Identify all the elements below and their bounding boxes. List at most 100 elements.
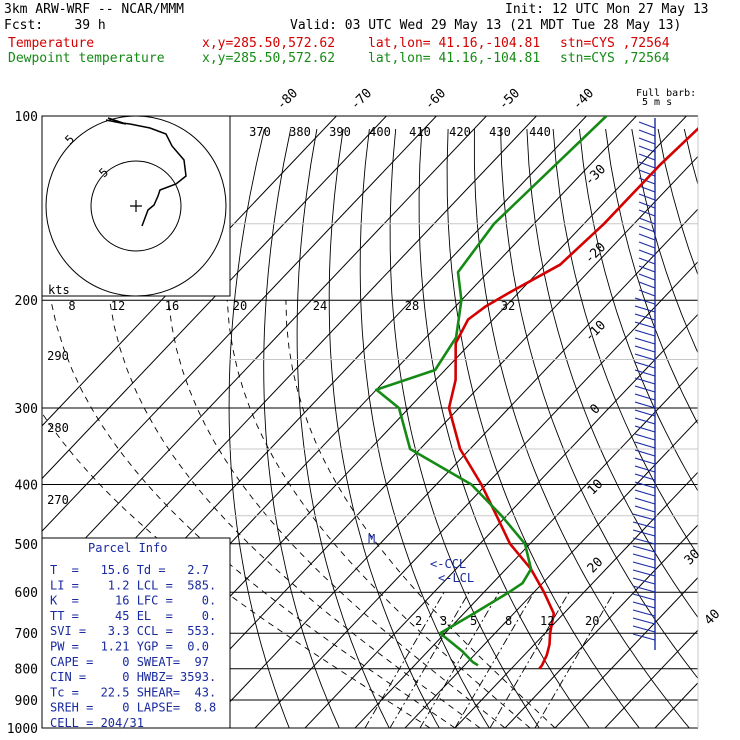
speed-label: 16 bbox=[165, 299, 179, 313]
wind-barb-icon bbox=[634, 297, 656, 305]
mixing-ratio-line bbox=[419, 592, 500, 728]
wind-barb-icon bbox=[634, 497, 656, 505]
speed-label: 8 bbox=[68, 299, 75, 313]
parcel-info-row: Tc = 22.5 SHEAR= 43. bbox=[50, 685, 216, 699]
wind-barb-icon bbox=[638, 273, 656, 281]
wind-barb-icon bbox=[632, 513, 656, 521]
legend-temperature-stn: stn=CYS ,72564 bbox=[560, 36, 670, 51]
wind-barb-icon bbox=[638, 145, 656, 153]
wind-barb-icon bbox=[634, 489, 656, 497]
pressure-label: 700 bbox=[15, 627, 38, 642]
ccl-marker: <-CCL bbox=[430, 557, 466, 571]
dry-adiabat bbox=[418, 128, 590, 728]
dry-adiabat bbox=[389, 128, 540, 728]
isotherm-line bbox=[42, 116, 338, 427]
mixing-ratio-label: 3 bbox=[440, 614, 447, 628]
isotherm-label: -60 bbox=[422, 86, 449, 113]
mixing-ratio-line bbox=[389, 592, 470, 728]
dry-adiabat bbox=[359, 128, 490, 728]
isotherm-line bbox=[304, 313, 698, 728]
wind-barb-icon bbox=[638, 153, 656, 161]
wind-barb-icon bbox=[634, 369, 656, 377]
isotherm-label: -40 bbox=[570, 86, 597, 113]
parcel-info-row: K = 16 LFC = 0. bbox=[50, 594, 216, 608]
wind-barb-icon bbox=[634, 409, 656, 417]
wind-barb-icon bbox=[632, 577, 656, 585]
mixing-ratio-line bbox=[489, 592, 570, 728]
dry-adiabat bbox=[328, 128, 440, 728]
legend-dewpoint-stn: stn=CYS ,72564 bbox=[560, 51, 670, 66]
pressure-label: 100 bbox=[15, 110, 38, 125]
pressure-label: 500 bbox=[15, 538, 38, 553]
theta-label: 420 bbox=[449, 125, 471, 139]
temperature-profile bbox=[447, 126, 698, 670]
wind-barb-icon bbox=[638, 265, 656, 273]
legend-dewpoint-label: Dewpoint temperature bbox=[8, 51, 165, 66]
wind-barb-icon bbox=[632, 529, 656, 537]
isotherm-line bbox=[354, 366, 698, 728]
wind-barb-icon bbox=[638, 169, 656, 177]
isotherm-label: 10 bbox=[585, 477, 607, 499]
mixing-ratio-label: 12 bbox=[540, 614, 554, 628]
wind-barb-icon bbox=[638, 137, 656, 145]
lcl-marker: <-LCL bbox=[438, 571, 474, 585]
dry-adiabat bbox=[605, 128, 698, 425]
valid-time: Valid: 03 UTC Wed 29 May 13 (21 MDT Tue … bbox=[290, 18, 682, 33]
isotherm-line bbox=[42, 116, 488, 585]
wind-barb-icon bbox=[634, 465, 656, 473]
legend-temperature-label: Temperature bbox=[8, 36, 95, 51]
m-marker: M bbox=[368, 532, 375, 546]
legend-dewpoint-latlon: lat,lon= 41.16,-104.81 bbox=[368, 51, 541, 66]
speed-label: 20 bbox=[233, 299, 247, 313]
mixing-ratio-label: 2 bbox=[415, 614, 422, 628]
isotherm-line bbox=[42, 116, 388, 480]
wind-barb-icon bbox=[638, 257, 656, 265]
isotherm-line bbox=[604, 629, 698, 728]
isotherm-line bbox=[204, 208, 698, 728]
pressure-label: 400 bbox=[15, 478, 38, 493]
wind-barb-icon bbox=[638, 233, 656, 241]
pressure-label: 300 bbox=[15, 402, 38, 417]
wind-barb-icon bbox=[632, 609, 656, 617]
init-time: Init: 12 UTC Mon 27 May 13 bbox=[505, 2, 709, 17]
pressure-label: 1000 bbox=[7, 722, 38, 737]
mixing-ratio-label: 5 bbox=[470, 614, 477, 628]
wind-barb-icon bbox=[634, 433, 656, 441]
wind-barb-icon bbox=[634, 329, 656, 337]
wind-barb-icon bbox=[634, 353, 656, 361]
speed-label: 32 bbox=[501, 299, 515, 313]
wind-barb-icon bbox=[634, 425, 656, 433]
theta-label: 440 bbox=[529, 125, 551, 139]
wind-barb-icon bbox=[634, 457, 656, 465]
pressure-label: 600 bbox=[15, 586, 38, 601]
isotherm-label: -30 bbox=[582, 162, 609, 189]
wind-barb-icon bbox=[638, 161, 656, 169]
legend-temperature-latlon: lat,lon= 41.16,-104.81 bbox=[368, 36, 541, 51]
wind-barb-icon bbox=[634, 361, 656, 369]
wind-barb-icon bbox=[634, 481, 656, 489]
wind-barb-icon bbox=[638, 121, 656, 129]
wind-barb-icon bbox=[638, 177, 656, 185]
isotherm-label: -20 bbox=[582, 240, 609, 267]
dry-adiabat bbox=[552, 128, 698, 556]
dewpoint-profile bbox=[375, 116, 608, 667]
wind-barb-icon bbox=[632, 585, 656, 593]
dry-adiabat bbox=[446, 128, 640, 728]
wind-barb-icon bbox=[632, 569, 656, 577]
mixing-ratio-line bbox=[454, 592, 535, 728]
dry-adiabat bbox=[578, 128, 698, 492]
isotherm-line bbox=[42, 116, 438, 532]
wind-barb-icon bbox=[638, 209, 656, 217]
mixing-ratio-label: 20 bbox=[585, 614, 599, 628]
isotherm-label: -80 bbox=[274, 86, 301, 113]
wind-barb-icon bbox=[632, 537, 656, 545]
dry-adiabat bbox=[711, 129, 740, 740]
wind-barb-icon bbox=[634, 441, 656, 449]
isotherm-line bbox=[154, 155, 698, 728]
wind-barb-icon bbox=[634, 385, 656, 393]
theta-label-left: 290 bbox=[47, 349, 69, 363]
wind-barb-icon bbox=[634, 313, 656, 321]
isotherm-label: -10 bbox=[582, 318, 609, 345]
dry-adiabat bbox=[657, 128, 698, 277]
hodograph-ring bbox=[45, 115, 227, 297]
